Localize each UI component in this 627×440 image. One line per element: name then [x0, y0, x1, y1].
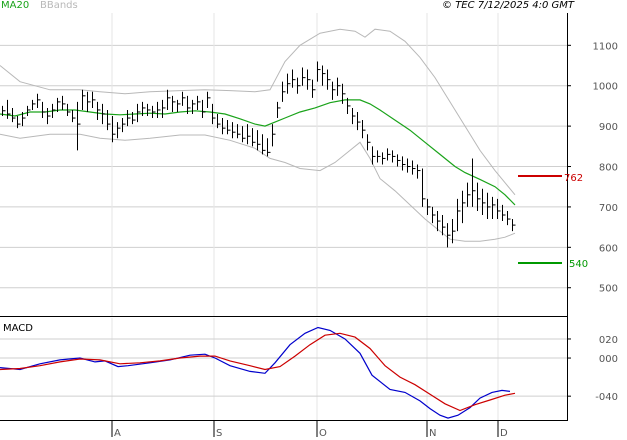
macd-gridlines	[0, 318, 567, 420]
bbands-legend: BBands	[40, 0, 78, 11]
x-tick-label: N	[429, 428, 436, 439]
bbands-upper	[0, 28, 516, 196]
x-tick-label: A	[114, 428, 121, 439]
price-y-tick-label: 900	[599, 122, 618, 133]
ma20-line	[0, 99, 516, 206]
price-y-axis: 500 600 700 800 900 1000 1100	[567, 41, 618, 295]
macd-y-axis: 020 000 -040	[567, 335, 618, 403]
timestamp: © TEC 7/12/2025 4:0 GMT	[442, 0, 575, 11]
price-y-tick-label: 1100	[593, 41, 618, 52]
macd-y-tick-label: 020	[599, 335, 618, 346]
x-tick-label: D	[500, 428, 508, 439]
macd-series	[0, 326, 516, 419]
x-tick-label: O	[319, 428, 327, 439]
chart-frame	[0, 13, 568, 421]
ma20-path	[0, 99, 516, 206]
macd-y-tick-label: 000	[599, 354, 618, 365]
price-y-tick-label: 1000	[593, 82, 618, 93]
ma20-legend: MA20	[1, 0, 29, 11]
price-y-tick-label: 800	[599, 163, 618, 174]
macd-title: MACD	[3, 323, 33, 334]
price-y-tick-label: 700	[599, 203, 618, 214]
support-label: 540	[569, 259, 588, 270]
price-y-tick-label: 500	[599, 284, 618, 295]
macd-series-macd	[0, 326, 511, 419]
price-y-tick-label: 600	[599, 243, 618, 254]
macd-y-tick-label: -040	[595, 392, 618, 403]
resistance-label: 762	[564, 173, 583, 184]
x-tick-label: S	[216, 428, 222, 439]
support-resistance-levels	[518, 175, 562, 264]
price-bars	[2, 61, 516, 248]
macd-series-signal	[0, 332, 516, 412]
price-gridlines	[0, 13, 567, 316]
